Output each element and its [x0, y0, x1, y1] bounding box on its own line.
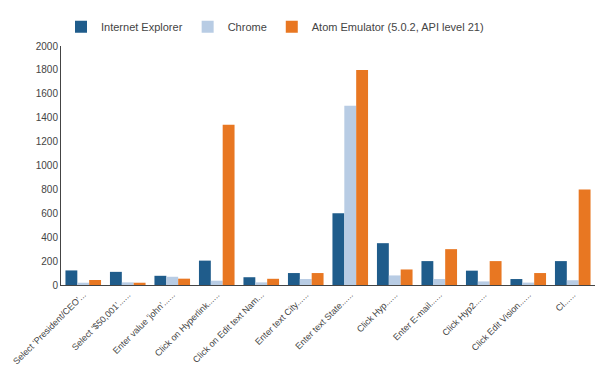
svg-text:Cl......: Cl...... [554, 290, 578, 314]
svg-text:Enter text State......: Enter text State...... [293, 290, 355, 352]
svg-text:800: 800 [41, 184, 58, 195]
svg-text:1200: 1200 [36, 136, 59, 147]
svg-text:Click Hyp2......: Click Hyp2...... [440, 290, 488, 338]
svg-text:Enter value 'john'......: Enter value 'john'...... [111, 290, 177, 356]
svg-text:200: 200 [41, 256, 58, 267]
svg-text:Enter text City......: Enter text City...... [253, 290, 310, 347]
svg-text:Chrome: Chrome [228, 21, 267, 33]
svg-text:1600: 1600 [36, 88, 59, 99]
svg-text:Select '$50,001'......: Select '$50,001'...... [70, 290, 133, 353]
svg-text:1400: 1400 [36, 112, 59, 123]
svg-text:Internet Explorer: Internet Explorer [101, 21, 183, 33]
svg-text:0: 0 [52, 280, 58, 291]
svg-text:Enter E-mail......: Enter E-mail...... [391, 290, 444, 343]
svg-text:600: 600 [41, 208, 58, 219]
svg-text:2000: 2000 [36, 41, 59, 52]
svg-text:1000: 1000 [36, 160, 59, 171]
svg-text:1800: 1800 [36, 64, 59, 75]
svg-text:Atom Emulator (5.0.2, API leve: Atom Emulator (5.0.2, API level 21) [312, 21, 484, 33]
svg-text:Click Edit Vision......: Click Edit Vision...... [470, 290, 533, 353]
svg-text:Select 'President/CEO'...: Select 'President/CEO'... [11, 290, 88, 367]
svg-text:Click on Edit text Nam...: Click on Edit text Nam... [191, 290, 266, 365]
svg-text:Click on Hyperlink......: Click on Hyperlink...... [153, 290, 222, 359]
svg-text:Click Hyp......: Click Hyp...... [355, 290, 400, 335]
svg-text:400: 400 [41, 232, 58, 243]
